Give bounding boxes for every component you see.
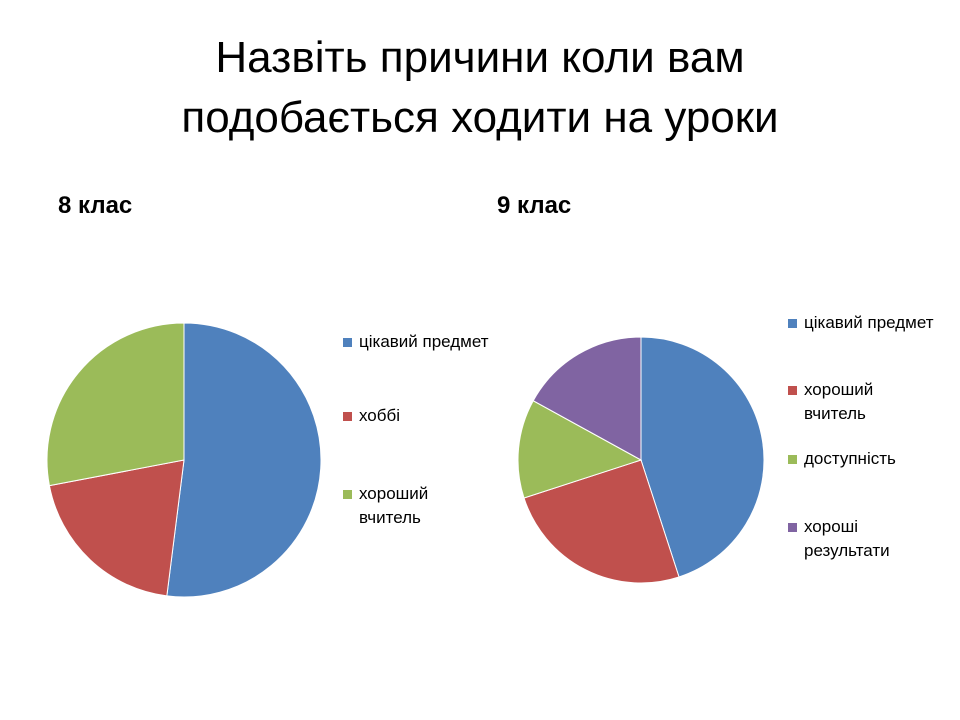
slide-title-line-1: Назвіть причини коли вам: [215, 33, 745, 82]
pie-slice-8-klas-2: [48, 459, 185, 597]
legend-label: хороші результати: [804, 517, 890, 560]
legend-label: цікавий предмет: [359, 332, 489, 351]
pie-slice-8-klas-1: [166, 322, 322, 598]
pie-slice-9-klas-4: [532, 336, 642, 461]
legend-label: хороший вчитель: [804, 380, 874, 423]
chart-title-9-klas: 9 клас: [497, 192, 572, 219]
legend-label: хороший вчитель: [359, 484, 429, 527]
legend-swatch-icon: [343, 338, 352, 347]
pie-slice-9-klas-1: [640, 336, 765, 578]
pie-slice-9-klas-2: [523, 459, 680, 584]
legend-label: хоббі: [359, 406, 401, 425]
legend-swatch-icon: [788, 386, 797, 395]
slide-title: Назвіть причини коли вам подобається ход…: [0, 28, 960, 148]
pie-slice-8-klas-3: [46, 322, 185, 487]
pie-slice-9-klas-3: [517, 400, 643, 499]
legend-swatch-icon: [788, 455, 797, 464]
legend-label: доступність: [804, 449, 896, 468]
legend-swatch-icon: [343, 412, 352, 421]
chart-title-8-klas: 8 клас: [58, 192, 133, 219]
slide-title-line-2: подобається ходити на уроки: [181, 93, 779, 142]
legend-swatch-icon: [343, 490, 352, 499]
legend-swatch-icon: [788, 523, 797, 532]
legend-swatch-icon: [788, 319, 797, 328]
legend-label: цікавий предмет: [804, 313, 934, 332]
